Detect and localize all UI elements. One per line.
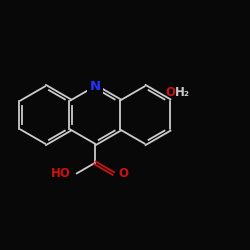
Text: O: O [165, 86, 175, 99]
Text: O: O [118, 167, 128, 180]
Text: HO: HO [51, 167, 71, 180]
Text: N: N [90, 80, 101, 93]
Text: H₂: H₂ [175, 86, 190, 99]
